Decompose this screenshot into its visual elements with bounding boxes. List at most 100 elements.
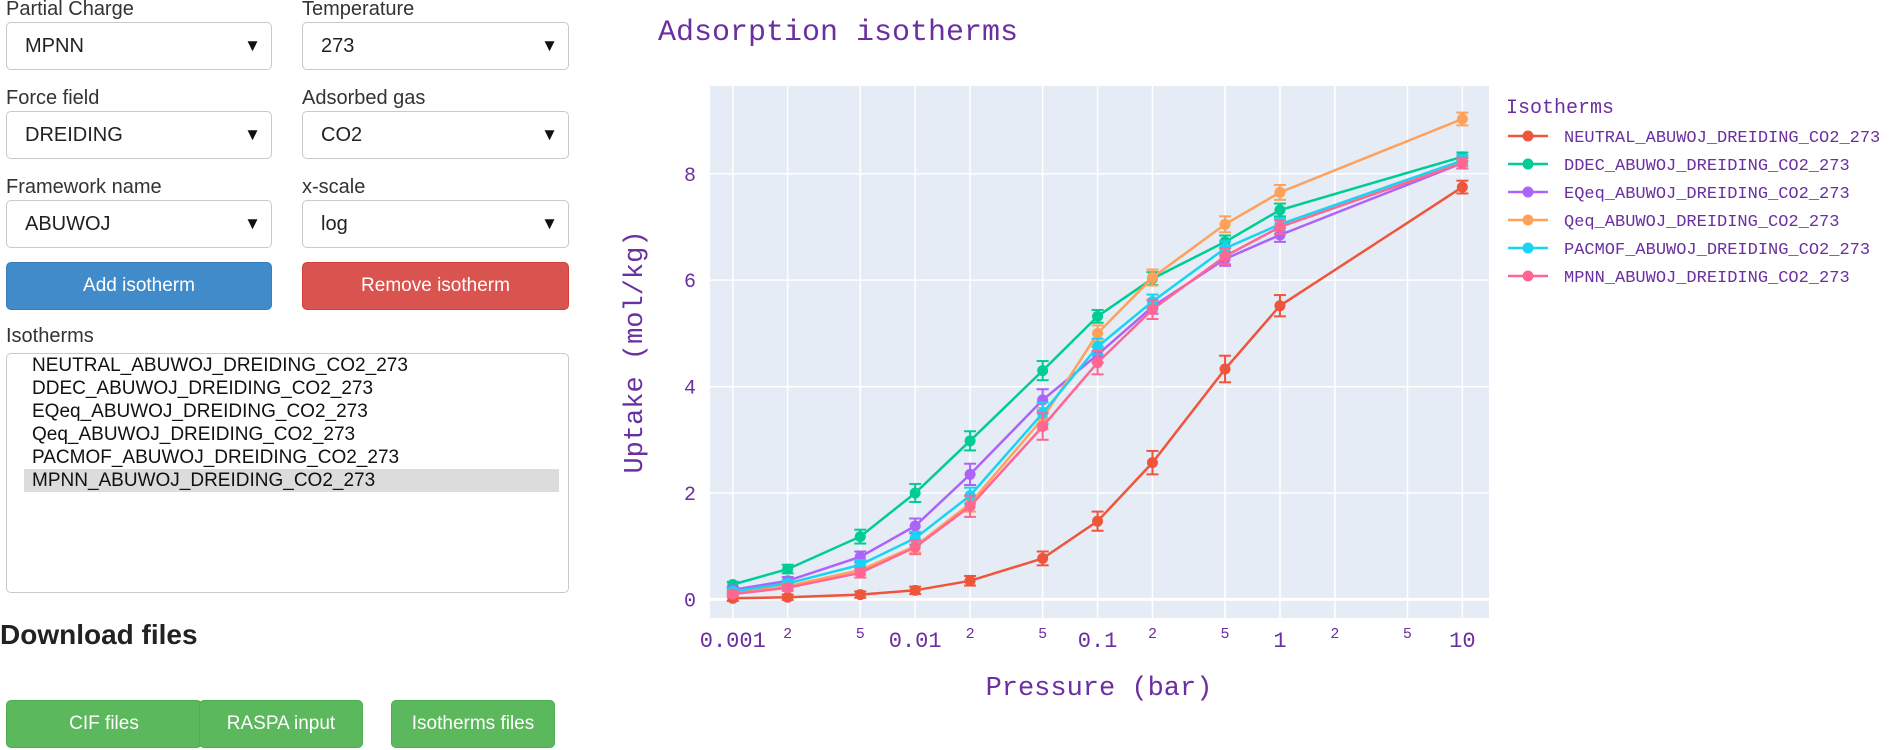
data-point: [1146, 457, 1158, 469]
x-minor-tick-label: 2: [783, 626, 792, 643]
adsorbed-gas-select[interactable]: CO2 ▼: [302, 111, 569, 159]
temperature-select[interactable]: 273 ▼: [302, 22, 569, 70]
data-point: [1274, 204, 1286, 216]
chart-title: Adsorption isotherms: [658, 16, 1018, 50]
chevron-down-icon: ▼: [244, 214, 261, 233]
data-point: [854, 567, 866, 579]
add-isotherm-button[interactable]: Add isotherm: [6, 262, 272, 310]
list-item[interactable]: EQeq_ABUWOJ_DREIDING_CO2_273: [32, 401, 368, 422]
data-point: [1219, 218, 1231, 230]
x-tick-label: 0.01: [889, 629, 942, 654]
x-axis-label: Pressure (bar): [986, 674, 1213, 704]
data-point: [1274, 221, 1286, 233]
force-field-select[interactable]: DREIDING ▼: [6, 111, 272, 159]
list-item[interactable]: Qeq_ABUWOJ_DREIDING_CO2_273: [32, 424, 356, 445]
data-point: [1274, 186, 1286, 198]
data-point: [964, 500, 976, 512]
data-point: [909, 487, 921, 499]
x-minor-tick-label: 2: [966, 626, 975, 643]
data-point: [1146, 272, 1158, 284]
download-files-heading: Download files: [0, 619, 198, 650]
isotherms-files-button[interactable]: Isotherms files: [391, 700, 555, 748]
isotherms-list-label: Isotherms: [6, 325, 94, 347]
x-scale-label: x-scale: [302, 176, 366, 198]
data-point: [964, 435, 976, 447]
y-tick-label: 8: [684, 165, 696, 188]
data-point: [909, 584, 921, 596]
remove-isotherm-button[interactable]: Remove isotherm: [302, 262, 569, 310]
legend-marker: [1522, 270, 1534, 282]
data-point: [1219, 363, 1231, 375]
data-point: [1037, 365, 1049, 377]
legend-title: Isotherms: [1506, 97, 1614, 120]
y-tick-label: 6: [684, 271, 696, 294]
legend-item: DDEC_ABUWOJ_DREIDING_CO2_273: [1564, 157, 1850, 176]
data-point: [964, 468, 976, 480]
data-point: [1037, 552, 1049, 564]
x-minor-tick-label: 5: [1038, 626, 1047, 643]
y-tick-label: 0: [684, 590, 696, 613]
list-item[interactable]: PACMOF_ABUWOJ_DREIDING_CO2_273: [32, 447, 400, 468]
data-point: [727, 588, 739, 600]
legend-marker: [1522, 158, 1534, 170]
x-minor-tick-label: 5: [1403, 626, 1412, 643]
list-item[interactable]: DDEC_ABUWOJ_DREIDING_CO2_273: [32, 378, 374, 399]
legend-item: EQeq_ABUWOJ_DREIDING_CO2_273: [1564, 185, 1850, 204]
x-minor-tick-label: 2: [1148, 626, 1157, 643]
data-point: [1456, 157, 1468, 169]
legend-item: Qeq_ABUWOJ_DREIDING_CO2_273: [1564, 213, 1839, 232]
chevron-down-icon: ▼: [244, 36, 261, 55]
temperature-label: Temperature: [302, 0, 415, 20]
legend-marker: [1522, 242, 1534, 254]
list-item-selected[interactable]: MPNN_ABUWOJ_DREIDING_CO2_273: [24, 469, 559, 492]
data-point: [854, 589, 866, 601]
data-point: [1092, 310, 1104, 322]
x-scale-select[interactable]: log ▼: [302, 200, 569, 248]
data-point: [1037, 420, 1049, 432]
legend-marker: [1522, 186, 1534, 198]
chevron-down-icon: ▼: [541, 36, 558, 55]
partial-charge-select[interactable]: MPNN ▼: [6, 22, 272, 70]
data-point: [782, 563, 794, 575]
data-point: [1274, 229, 1286, 241]
x-axis-ticks: 0.001 0.01 0.1 1 10 2 5 2 5 2 5 2 5: [700, 626, 1476, 654]
data-point: [1146, 303, 1158, 315]
data-point: [1092, 515, 1104, 527]
y-axis-ticks: 0 2 4 6 8: [684, 165, 696, 614]
legend-item: MPNN_ABUWOJ_DREIDING_CO2_273: [1564, 269, 1850, 288]
x-minor-tick-label: 5: [856, 626, 865, 643]
list-item[interactable]: NEUTRAL_ABUWOJ_DREIDING_CO2_273: [32, 355, 408, 376]
x-tick-label: 0.001: [700, 629, 766, 654]
x-tick-label: 0.1: [1078, 629, 1118, 654]
framework-name-value: ABUWOJ: [25, 213, 111, 235]
data-point: [1219, 250, 1231, 262]
raspa-input-button[interactable]: RASPA input: [199, 700, 363, 748]
series-group: [726, 111, 1469, 604]
y-axis-label: Uptake (mol/kg): [621, 230, 651, 473]
chevron-down-icon: ▼: [244, 125, 261, 144]
x-tick-label: 10: [1449, 629, 1475, 654]
chevron-down-icon: ▼: [541, 214, 558, 233]
framework-name-select[interactable]: ABUWOJ ▼: [6, 200, 272, 248]
chevron-down-icon: ▼: [541, 125, 558, 144]
cif-files-button[interactable]: CIF files: [6, 700, 202, 748]
data-point: [1274, 300, 1286, 312]
series-mpnn: [726, 156, 1469, 600]
legend-item: PACMOF_ABUWOJ_DREIDING_CO2_273: [1564, 241, 1870, 260]
y-tick-label: 4: [684, 378, 696, 401]
data-point: [1092, 341, 1104, 353]
data-point: [854, 531, 866, 543]
x-minor-tick-label: 5: [1221, 626, 1230, 643]
data-point: [1456, 113, 1468, 125]
x-tick-label: 1: [1273, 629, 1286, 654]
data-point: [909, 520, 921, 532]
legend-marker: [1522, 130, 1534, 142]
isotherms-listbox[interactable]: NEUTRAL_ABUWOJ_DREIDING_CO2_273 DDEC_ABU…: [6, 353, 569, 593]
grid-lines: [710, 86, 1489, 618]
force-field-value: DREIDING: [25, 124, 123, 146]
legend-item: NEUTRAL_ABUWOJ_DREIDING_CO2_273: [1564, 129, 1880, 148]
temperature-value: 273: [321, 35, 355, 57]
force-field-label: Force field: [6, 87, 100, 109]
partial-charge-label: Partial Charge: [6, 0, 134, 20]
framework-name-label: Framework name: [6, 176, 162, 198]
